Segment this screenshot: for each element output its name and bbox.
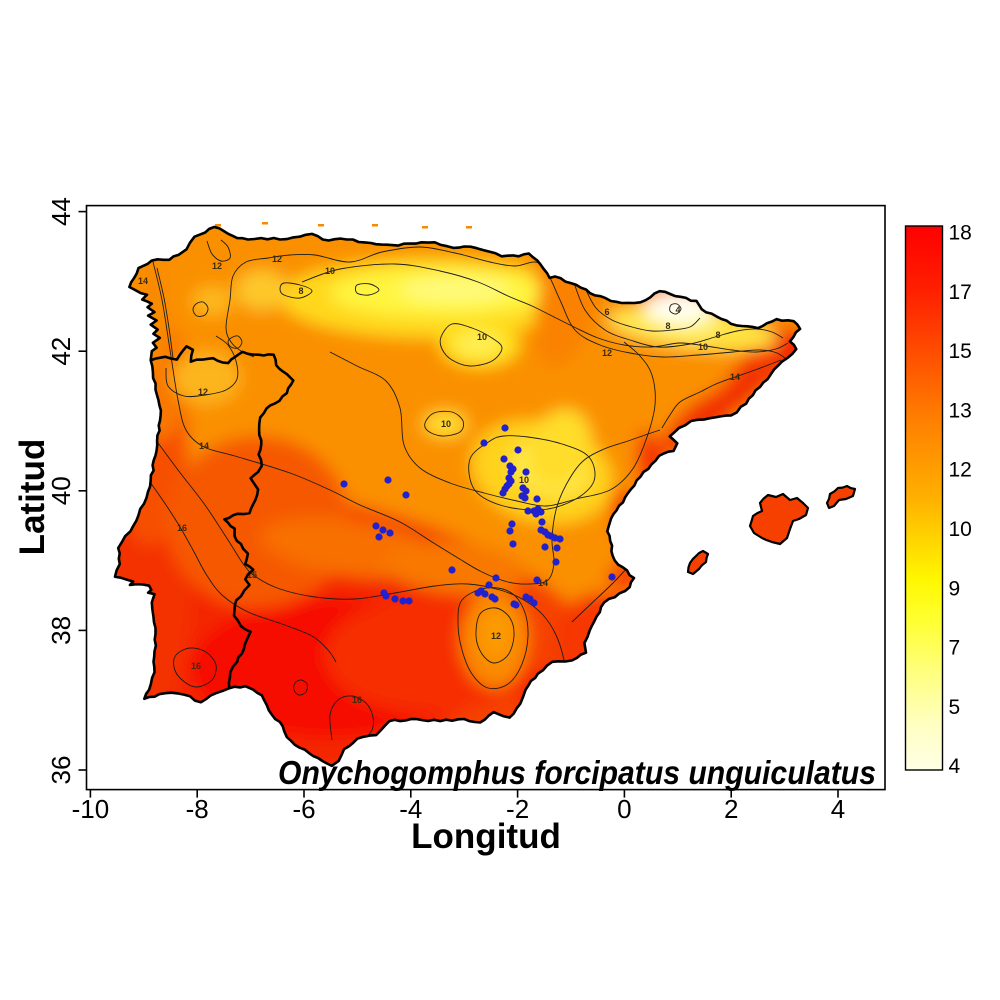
svg-text:14: 14 [538, 578, 548, 588]
svg-text:0: 0 [617, 794, 631, 824]
svg-text:5: 5 [949, 696, 961, 719]
svg-text:8: 8 [298, 286, 303, 296]
svg-text:12: 12 [949, 459, 972, 482]
svg-text:38: 38 [46, 616, 76, 645]
svg-text:8: 8 [665, 321, 670, 331]
svg-text:4: 4 [949, 755, 961, 778]
svg-text:13: 13 [949, 399, 972, 422]
svg-text:Longitud: Longitud [411, 817, 561, 856]
svg-text:9: 9 [949, 577, 961, 600]
svg-text:12: 12 [212, 261, 222, 271]
svg-text:10: 10 [441, 419, 451, 429]
svg-text:16: 16 [352, 695, 362, 705]
svg-text:10: 10 [477, 332, 487, 342]
svg-text:12: 12 [198, 387, 208, 397]
svg-text:14: 14 [199, 441, 209, 451]
svg-text:17: 17 [949, 281, 972, 304]
svg-text:4: 4 [831, 794, 845, 824]
svg-text:10: 10 [698, 342, 708, 352]
svg-text:42: 42 [46, 337, 76, 366]
svg-text:-6: -6 [292, 794, 315, 824]
svg-text:-2: -2 [506, 794, 529, 824]
svg-text:16: 16 [191, 661, 201, 671]
svg-text:15: 15 [949, 340, 972, 363]
svg-text:12: 12 [272, 254, 282, 264]
svg-text:-4: -4 [399, 794, 422, 824]
svg-text:8: 8 [715, 330, 720, 340]
svg-text:36: 36 [46, 756, 76, 785]
svg-text:16: 16 [177, 523, 187, 533]
svg-text:7: 7 [949, 637, 961, 660]
svg-text:Onychogomphus forcipatus ungui: Onychogomphus forcipatus unguiculatus [278, 754, 876, 791]
svg-text:-8: -8 [186, 794, 209, 824]
svg-text:6: 6 [604, 307, 609, 317]
svg-text:15: 15 [247, 570, 257, 580]
svg-text:14: 14 [138, 276, 148, 286]
svg-text:-10: -10 [72, 794, 110, 824]
svg-text:14: 14 [730, 372, 740, 382]
svg-text:18: 18 [949, 222, 972, 245]
svg-text:10: 10 [519, 475, 529, 485]
svg-text:10: 10 [949, 518, 972, 541]
svg-text:12: 12 [602, 348, 612, 358]
svg-text:4: 4 [675, 305, 680, 315]
svg-text:40: 40 [46, 476, 76, 505]
svg-text:2: 2 [724, 794, 738, 824]
svg-text:12: 12 [491, 631, 501, 641]
svg-text:10: 10 [325, 266, 335, 276]
svg-text:Latitud: Latitud [13, 439, 52, 556]
svg-text:44: 44 [46, 197, 76, 226]
